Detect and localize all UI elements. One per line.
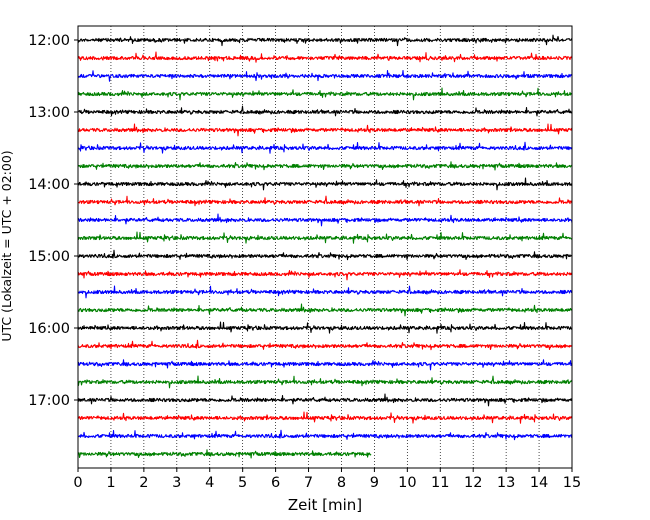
trace-1700 — [77, 393, 573, 407]
y-tick-label-2: 14:00 — [28, 177, 70, 193]
x-tick-label-3: 3 — [172, 475, 181, 491]
trace-1515 — [77, 269, 573, 281]
y-tick-label-4: 16:00 — [28, 321, 70, 337]
y-tick-label-3: 15:00 — [28, 249, 70, 265]
x-tick-label-9: 9 — [370, 475, 379, 491]
trace-1530 — [77, 285, 573, 299]
trace-1245 — [77, 87, 573, 101]
trace-1730 — [77, 429, 573, 441]
seismic-traces — [77, 34, 573, 459]
trace-1500 — [77, 249, 573, 261]
trace-1330 — [77, 141, 573, 154]
x-tick-label-5: 5 — [238, 475, 247, 491]
x-tick-label-11: 11 — [431, 475, 449, 491]
x-tick-label-4: 4 — [205, 475, 214, 491]
x-tick-label-8: 8 — [337, 475, 346, 491]
x-tick-label-0: 0 — [73, 475, 82, 491]
trace-1415 — [77, 195, 573, 207]
trace-1715 — [77, 411, 573, 424]
trace-1215 — [77, 51, 573, 63]
trace-1345 — [77, 161, 573, 171]
x-tick-label-15: 15 — [563, 475, 581, 491]
trace-1615 — [77, 339, 573, 351]
x-tick-label-6: 6 — [271, 475, 280, 491]
x-tick-label-10: 10 — [398, 475, 416, 491]
x-tick-label-2: 2 — [139, 475, 148, 491]
trace-1400 — [77, 177, 573, 191]
y-tick-label-5: 17:00 — [28, 393, 70, 409]
trace-1200 — [77, 34, 573, 47]
x-tick-label-7: 7 — [304, 475, 313, 491]
y-axis: 12:00 13:00 14:00 15:00 16:00 17:00 — [28, 33, 78, 409]
trace-1745 — [77, 449, 372, 459]
trace-1315 — [77, 123, 573, 137]
trace-1445 — [77, 231, 573, 244]
x-tick-label-12: 12 — [464, 475, 482, 491]
y-tick-label-0: 12:00 — [28, 33, 70, 49]
trace-1300 — [77, 105, 573, 117]
trace-1545 — [77, 303, 573, 317]
x-tick-label-1: 1 — [106, 475, 115, 491]
y-tick-label-1: 13:00 — [28, 105, 70, 121]
x-tick-label-14: 14 — [530, 475, 548, 491]
trace-1645 — [77, 375, 573, 389]
y-axis-label: UTC (Lokalzeit = UTC + 02:00) — [0, 150, 14, 341]
x-axis: 0 1 2 3 4 5 6 7 8 9 10 11 12 13 14 15 — [73, 468, 581, 491]
trace-1630 — [77, 359, 573, 371]
trace-1600 — [77, 321, 573, 334]
x-axis-label: Zeit [min] — [288, 496, 362, 514]
trace-1230 — [77, 70, 573, 82]
trace-1430 — [77, 213, 573, 227]
x-tick-label-13: 13 — [497, 475, 515, 491]
plot-frame — [77, 25, 573, 469]
